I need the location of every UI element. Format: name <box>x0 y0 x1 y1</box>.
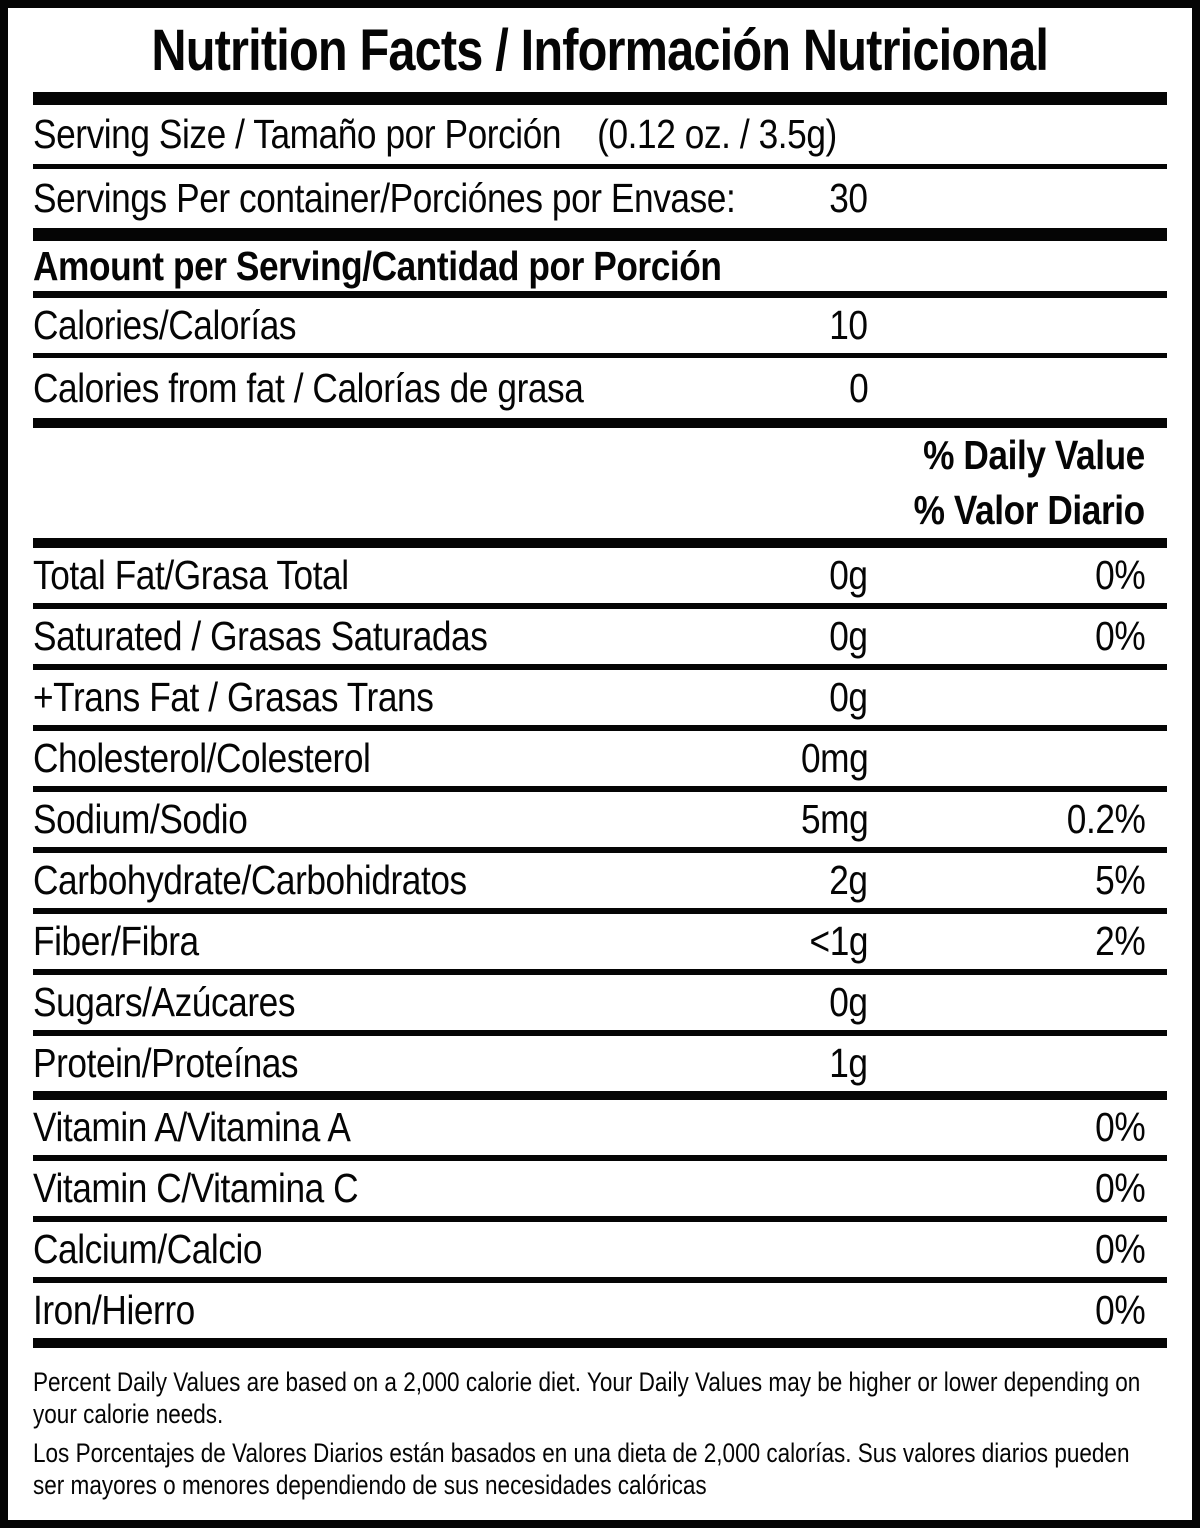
calories-from-fat-value: 0 <box>848 365 869 411</box>
nutrient-label: Iron/Hierro <box>33 1287 195 1333</box>
label-title: Nutrition Facts / Información Nutriciona… <box>151 17 1050 83</box>
nutrient-label: Sugars/Azúcares <box>33 979 296 1025</box>
divider-rule <box>33 353 1167 358</box>
servings-per-container-label: Servings Per container/Porciónes por Env… <box>33 175 736 221</box>
calories-from-fat-row: Calories from fat / Calorías de grasa 0 <box>33 358 1167 418</box>
divider-thick-rule <box>33 418 1167 428</box>
nutrient-amount: 1g <box>829 1040 869 1086</box>
serving-size-label: Serving Size / Tamaño por Porción <box>33 111 562 157</box>
nutrient-label: Sodium/Sodio <box>33 796 248 842</box>
divider-thick-bar <box>33 228 1167 241</box>
nutrient-amount: 0g <box>829 674 869 720</box>
calories-from-fat-label: Calories from fat / Calorías de grasa <box>33 365 584 411</box>
nutrient-amount: 0g <box>829 613 869 659</box>
daily-value-header-es: % Valor Diario <box>33 483 1167 538</box>
nutrient-daily-value: 0% <box>1094 1287 1146 1333</box>
nutrient-row-trans-fat: +Trans Fat / Grasas Trans 0g <box>33 664 1167 725</box>
daily-value-header-es-text: % Valor Diario <box>913 487 1146 533</box>
nutrient-label: Vitamin A/Vitamina A <box>33 1104 351 1150</box>
amount-per-serving-heading: Amount per Serving/Cantidad por Porción <box>33 243 722 289</box>
nutrient-row-cholesterol: Cholesterol/Colesterol 0mg <box>33 725 1167 786</box>
nutrient-daily-value: 0% <box>1094 613 1146 659</box>
nutrient-label: Vitamin C/Vitamina C <box>33 1165 359 1211</box>
nutrient-label: +Trans Fat / Grasas Trans <box>33 674 434 720</box>
divider-rule <box>33 291 1167 298</box>
calories-label: Calories/Calorías <box>33 302 297 348</box>
nutrient-label: Protein/Proteínas <box>33 1040 299 1086</box>
divider-thick-rule <box>33 1338 1167 1348</box>
daily-value-header-en-text: % Daily Value <box>923 432 1145 478</box>
nutrient-row-vitamin-c: Vitamin C/Vitamina C 0% <box>33 1155 1167 1216</box>
nutrient-label: Cholesterol/Colesterol <box>33 735 371 781</box>
nutrient-amount: 2g <box>829 857 869 903</box>
calories-value: 10 <box>829 302 869 348</box>
nutrient-row-sugars: Sugars/Azúcares 0g <box>33 969 1167 1030</box>
footnote-english: Percent Daily Values are based on a 2,00… <box>33 1367 1141 1430</box>
footnote-section: Percent Daily Values are based on a 2,00… <box>33 1366 1167 1501</box>
nutrient-daily-value: 5% <box>1094 857 1146 903</box>
nutrient-amount: <1g <box>809 918 868 964</box>
nutrient-row-calcium: Calcium/Calcio 0% <box>33 1216 1167 1277</box>
nutrient-label: Calcium/Calcio <box>33 1226 263 1272</box>
nutrient-daily-value: 2% <box>1094 918 1146 964</box>
serving-size-value: (0.12 oz. / 3.5g) <box>597 111 837 157</box>
amount-per-serving-heading-row: Amount per Serving/Cantidad por Porción <box>33 241 1167 291</box>
nutrient-amount: 0mg <box>800 735 869 781</box>
nutrient-daily-value: 0.2% <box>1066 796 1145 842</box>
nutrient-label: Fiber/Fibra <box>33 918 199 964</box>
nutrient-daily-value: 0% <box>1094 1165 1146 1211</box>
nutrient-label: Carbohydrate/Carbohidratos <box>33 857 467 903</box>
nutrient-amount: 5mg <box>800 796 869 842</box>
label-content: Nutrition Facts / Información Nutriciona… <box>8 8 1192 1520</box>
nutrient-row-carbohydrate: Carbohydrate/Carbohidratos 2g 5% <box>33 847 1167 908</box>
nutrient-label: Total Fat/Grasa Total <box>33 552 349 598</box>
nutrient-amount: 0g <box>829 552 869 598</box>
nutrient-label: Saturated / Grasas Saturadas <box>33 613 488 659</box>
nutrient-daily-value: 0% <box>1094 1226 1146 1272</box>
nutrient-row-saturated-fat: Saturated / Grasas Saturadas 0g 0% <box>33 603 1167 664</box>
divider-thick-rule <box>33 538 1167 548</box>
nutrient-amount: 0g <box>829 979 869 1025</box>
servings-per-container-row: Servings Per container/Porciónes por Env… <box>33 169 1167 228</box>
divider-thick-bar <box>33 92 1167 105</box>
daily-value-header-en: % Daily Value <box>33 428 1167 483</box>
nutrient-daily-value: 0% <box>1094 1104 1146 1150</box>
serving-size-row: Serving Size / Tamaño por Porción (0.12 o… <box>33 105 1167 164</box>
footnote-spanish: Los Porcentajes de Valores Diarios están… <box>33 1437 1130 1500</box>
servings-per-container-value: 30 <box>829 175 869 221</box>
nutrient-row-total-fat: Total Fat/Grasa Total 0g 0% <box>33 548 1167 603</box>
nutrient-row-sodium: Sodium/Sodio 5mg 0.2% <box>33 786 1167 847</box>
nutrient-row-iron: Iron/Hierro 0% <box>33 1277 1167 1338</box>
nutrient-row-protein: Protein/Proteínas 1g <box>33 1030 1167 1091</box>
label-header: Nutrition Facts / Información Nutriciona… <box>33 8 1167 92</box>
divider-rule <box>33 164 1167 169</box>
nutrient-daily-value: 0% <box>1094 552 1146 598</box>
nutrient-row-vitamin-a: Vitamin A/Vitamina A 0% <box>33 1091 1167 1155</box>
calories-row: Calories/Calorías 10 <box>33 298 1167 353</box>
nutrient-row-fiber: Fiber/Fibra <1g 2% <box>33 908 1167 969</box>
